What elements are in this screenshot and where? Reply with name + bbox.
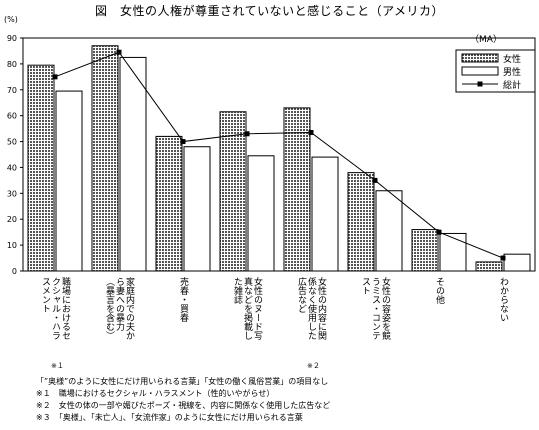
point-total [244,131,250,137]
category-label: その他 [434,277,445,305]
footnote-line: 「”奥様”のように女性にだけ用いられる言葉」「女性の働く風俗営業」の項目なし [36,377,329,386]
point-total [308,129,314,135]
bar-female [475,261,503,272]
footnote-2: ※２ 女性の体の一部や媚びたポーズ・視線を、内容に関係なく使用した広告など [36,401,331,410]
bar-male [439,232,467,272]
plot-frame [22,37,536,272]
y-tick-label: 40 [7,163,17,172]
category-label: 女性のヌード写 [252,276,263,341]
category-label: 広告など [296,276,307,313]
legend-ma-label: （MA） [470,34,502,45]
category-label: わからない [498,277,509,322]
category-footnote-mark: ※２ [307,362,320,370]
legend-label-female: 女性 [503,53,521,65]
footnote-3: ※３ 「奥様」、「未亡人」、「女流作家」のように女性にだけ用いられる言葉 [36,413,303,422]
y-tick-label: 60 [7,112,17,121]
bar-female [347,172,375,272]
bar-male [375,190,403,272]
category-label: 職場におけるセ [60,277,71,340]
footnote-1: ※１ 職場におけるセクシャル・ハラスメント（性的いやがらせ） [36,389,275,398]
category-label: スト [360,277,370,295]
bar-female [91,45,119,272]
legend-label-male: 男性 [503,66,521,78]
point-total [180,139,186,145]
category-label: た雑誌 [232,277,243,305]
legend-marker-total [477,81,483,87]
point-total [500,255,506,261]
bar-female [155,135,183,272]
bar-female [27,64,55,272]
y-tick-label: 10 [7,241,17,250]
bar-male [55,90,83,272]
category-label: うミス・コンテ [370,277,380,340]
footnotes: 「”奥様”のように女性にだけ用いられる言葉」「女性の働く風俗営業」の項目なし ※… [36,376,330,424]
point-total [52,74,58,80]
legend-swatch-female [461,53,499,63]
bar-male [247,155,275,272]
category-label: 真などを掲載し [242,276,253,340]
chart-title: 図 女性の人権が尊重されていないと感じること（アメリカ） [94,4,445,18]
point-total [436,229,442,235]
bar-male [311,156,339,272]
category-label: 家庭内での夫か [124,276,135,340]
bar-male [503,253,531,272]
legend-swatch-male [461,66,499,76]
point-total [372,177,378,183]
bar-female [411,229,439,272]
point-total [116,49,122,55]
y-tick-label: 30 [7,189,17,198]
category-label: 売春・買春 [178,276,189,323]
category-label: ら妻への暴力 [114,277,125,332]
bar-male [119,56,147,272]
y-unit-label: (%) [4,15,18,24]
category-footnote-mark: ※１ [51,362,64,370]
category-label: 女性の内容に関 [316,276,327,341]
category-label: 女性の容姿を競 [380,276,391,341]
bar-male [183,146,211,272]
y-tick-label: 80 [7,60,17,69]
y-tick-label: 50 [7,138,17,147]
category-label: 係なく使用した [306,277,317,340]
category-label: スメント [40,277,50,313]
series-line-total [54,51,504,259]
category-label: （暴言を含む） [104,277,115,340]
bar-female [283,107,311,272]
legend-label-total: 総計 [503,79,521,91]
y-tick-label: 0 [12,267,17,276]
y-tick-label: 70 [7,86,17,95]
bar-female [219,111,247,272]
y-tick-label: 20 [7,215,17,224]
y-tick-label: 90 [7,34,17,43]
category-label: クシャル・ハラ [50,277,61,340]
